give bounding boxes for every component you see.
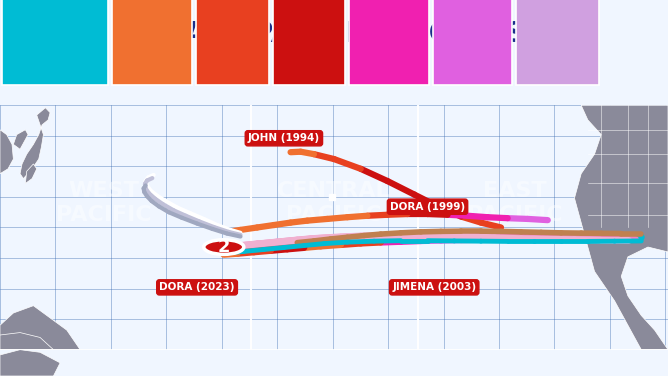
Polygon shape <box>0 130 13 174</box>
FancyBboxPatch shape <box>196 0 269 85</box>
Polygon shape <box>574 105 668 350</box>
Text: DORA (1999): DORA (1999) <box>390 202 465 212</box>
Polygon shape <box>25 164 37 183</box>
FancyBboxPatch shape <box>349 0 429 85</box>
Text: CENTRAL
PACIFIC: CENTRAL PACIFIC <box>277 182 391 224</box>
Text: JIMENA (2003): JIMENA (2003) <box>392 282 476 293</box>
Text: DORA (2023): DORA (2023) <box>159 282 235 293</box>
Polygon shape <box>0 306 80 350</box>
Text: TRANSPACIFIC STORMS: TRANSPACIFIC STORMS <box>142 20 526 48</box>
FancyBboxPatch shape <box>433 0 512 85</box>
Polygon shape <box>0 332 53 350</box>
Polygon shape <box>20 108 50 179</box>
Text: EAST
PACIFIC: EAST PACIFIC <box>466 182 562 224</box>
Text: 2: 2 <box>218 238 230 256</box>
FancyBboxPatch shape <box>516 0 599 85</box>
FancyBboxPatch shape <box>273 0 345 85</box>
Polygon shape <box>0 350 60 376</box>
FancyBboxPatch shape <box>112 0 192 85</box>
Text: JOHN (1994): JOHN (1994) <box>248 133 320 143</box>
FancyBboxPatch shape <box>2 0 108 85</box>
Circle shape <box>204 240 244 255</box>
Text: WEST
PACIFIC: WEST PACIFIC <box>55 182 152 224</box>
Polygon shape <box>13 130 28 149</box>
